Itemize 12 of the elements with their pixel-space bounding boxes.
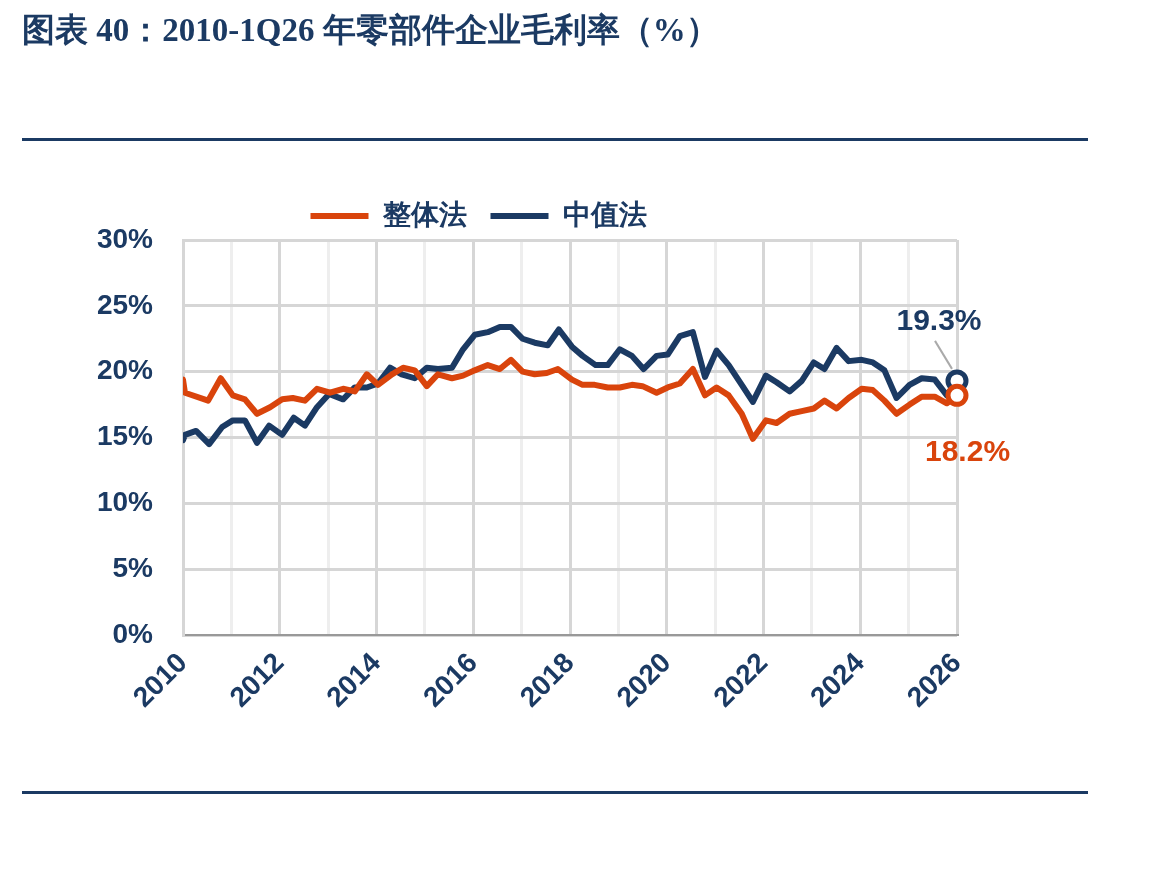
legend-label: 整体法 (381, 198, 467, 230)
annotation: 18.2% (925, 433, 1011, 467)
y-tick-label: 15% (96, 420, 154, 452)
legend-label: 中值法 (562, 198, 647, 230)
y-tick-label: 0% (112, 617, 154, 649)
y-tick-label: 25% (96, 288, 154, 320)
y-tick-label: 30% (96, 222, 154, 254)
annotation: 19.3% (896, 303, 982, 337)
chart-title: 图表 40：2010-1Q26 年零部件企业毛利率（%） (22, 11, 719, 50)
y-tick-label: 10% (96, 486, 154, 518)
y-tick-label: 5% (112, 551, 154, 583)
y-tick-label: 20% (96, 354, 154, 386)
